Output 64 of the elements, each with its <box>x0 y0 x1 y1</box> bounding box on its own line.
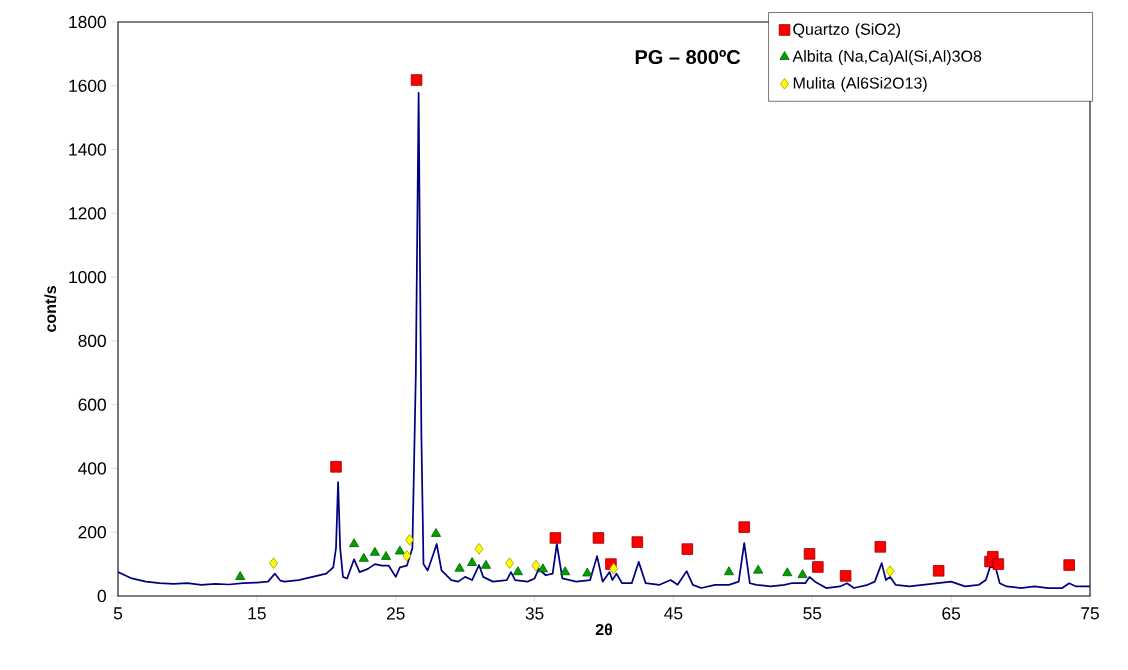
x-tick-label: 35 <box>525 607 544 620</box>
point <box>358 552 369 562</box>
point <box>992 558 1005 570</box>
point <box>609 562 619 575</box>
point <box>885 565 895 577</box>
point <box>549 532 562 544</box>
point <box>797 569 808 579</box>
point <box>874 541 887 553</box>
y-tick-label: 600 <box>78 398 106 411</box>
point <box>454 562 465 572</box>
point <box>505 557 514 569</box>
point <box>753 564 764 574</box>
point <box>394 545 405 555</box>
point <box>405 534 414 546</box>
point <box>723 566 734 576</box>
point <box>531 559 541 572</box>
point <box>330 461 342 473</box>
point <box>537 563 548 573</box>
x-tick-label: 65 <box>942 607 961 620</box>
point <box>812 561 824 573</box>
point <box>467 557 478 566</box>
y-tick-label: 400 <box>78 462 106 475</box>
point <box>269 557 278 569</box>
point <box>839 570 852 582</box>
x-tick-label: 25 <box>386 607 405 620</box>
point <box>235 571 246 580</box>
point <box>369 546 380 556</box>
point <box>932 565 945 577</box>
point <box>681 543 694 555</box>
x-axis-title: 2θ <box>595 623 613 636</box>
point <box>430 528 442 537</box>
y-tick-label: 1400 <box>69 143 106 156</box>
y-tick-label: 0 <box>97 589 106 603</box>
x-tick-label: 55 <box>803 607 822 620</box>
point <box>512 566 523 576</box>
y-tick-label: 1800 <box>69 15 106 29</box>
point <box>474 543 484 555</box>
point <box>582 567 593 577</box>
point <box>631 536 644 548</box>
legend-label: Quartzo (SiO2) <box>793 23 901 39</box>
y-tick-label: 1600 <box>69 79 106 92</box>
x-tick-label: 15 <box>248 607 266 620</box>
point <box>1063 559 1075 571</box>
y-tick-label: 200 <box>78 526 106 539</box>
point <box>803 548 816 560</box>
x-tick-label: 45 <box>664 607 683 620</box>
y-tick-label: 1200 <box>69 207 106 220</box>
point <box>560 566 571 576</box>
point <box>410 74 423 86</box>
point <box>349 538 360 548</box>
point <box>782 567 793 577</box>
point <box>480 559 491 569</box>
legend-label: Mulita (Al6Si2O13) <box>793 77 927 92</box>
x-tick-label: 5 <box>113 607 123 620</box>
text: PG – 800ºC <box>635 49 741 65</box>
y-tick-label: 800 <box>78 334 106 348</box>
point <box>380 551 392 560</box>
x-tick-label: 75 <box>1081 607 1099 620</box>
point <box>402 550 412 562</box>
point <box>738 521 750 533</box>
legend-label: Albita (Na,Ca)Al(Si,Al)3O8 <box>792 50 982 65</box>
point <box>592 532 605 544</box>
y-axis-title: cont/s <box>44 286 57 332</box>
y-tick-label: 1000 <box>69 270 106 284</box>
